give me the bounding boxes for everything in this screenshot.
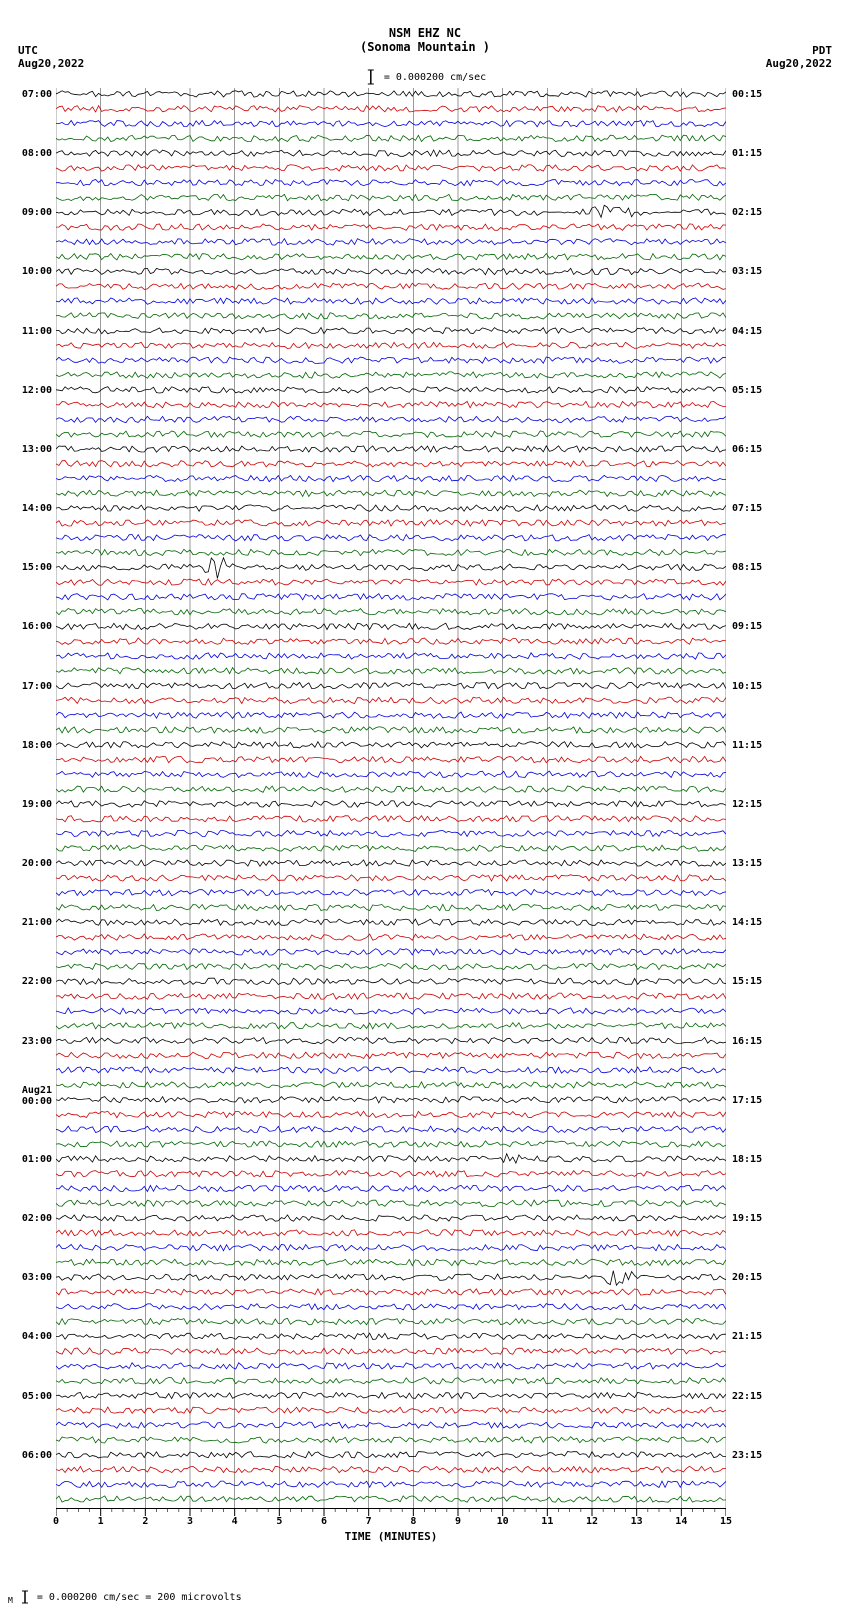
x-tick-label: 4 [232,1516,238,1527]
x-tick-label: 12 [586,1516,598,1527]
x-tick-label: 2 [142,1516,148,1527]
utc-time-label: 18:00 [22,740,52,751]
pdt-time-label: 17:15 [732,1095,762,1106]
utc-time-label: 05:00 [22,1391,52,1402]
pdt-time-label: 20:15 [732,1272,762,1283]
station-name: (Sonoma Mountain ) [8,40,842,54]
utc-time-label: 17:00 [22,681,52,692]
tz-left-label: UTC [18,44,38,57]
utc-time-label: 01:00 [22,1154,52,1165]
utc-time-label: 06:00 [22,1450,52,1461]
x-axis-ticks [56,1508,726,1524]
pdt-time-label: 16:15 [732,1036,762,1047]
pdt-time-label: 12:15 [732,799,762,810]
utc-time-label: 23:00 [22,1036,52,1047]
x-tick-label: 11 [541,1516,553,1527]
pdt-time-label: 05:15 [732,385,762,396]
utc-time-label: 14:00 [22,503,52,514]
pdt-time-label: 14:15 [732,917,762,928]
x-tick-label: 10 [497,1516,509,1527]
title-block: NSM EHZ NC (Sonoma Mountain ) [8,26,842,54]
scale-legend: = 0.000200 cm/sec [364,68,486,86]
footer-scale: M = 0.000200 cm/sec = 200 microvolts [8,1589,242,1605]
seismogram-container: NSM EHZ NC (Sonoma Mountain ) UTC Aug20,… [8,8,842,1605]
pdt-time-label: 10:15 [732,681,762,692]
station-code: NSM EHZ NC [8,26,842,40]
utc-time-label: 11:00 [22,326,52,337]
utc-time-label: 08:00 [22,148,52,159]
pdt-time-label: 08:15 [732,562,762,573]
scale-legend-text: = 0.000200 cm/sec [384,72,486,83]
x-tick-label: 5 [276,1516,282,1527]
x-tick-label: 7 [366,1516,372,1527]
pdt-time-label: 03:15 [732,266,762,277]
pdt-time-label: 09:15 [732,621,762,632]
pdt-time-label: 15:15 [732,976,762,987]
pdt-time-label: 06:15 [732,444,762,455]
seismogram-svg [56,88,726,1508]
utc-time-label: 22:00 [22,976,52,987]
seismogram-plot [56,88,726,1508]
x-tick-label: 6 [321,1516,327,1527]
pdt-time-label: 01:15 [732,148,762,159]
x-axis: 0123456789101112131415 TIME (MINUTES) [56,1508,726,1543]
footer-text: = 0.000200 cm/sec = 200 microvolts [37,1592,242,1603]
utc-time-label: 09:00 [22,207,52,218]
pdt-time-label: 07:15 [732,503,762,514]
x-tick-label: 9 [455,1516,461,1527]
x-tick-label: 15 [720,1516,732,1527]
x-tick-label: 3 [187,1516,193,1527]
date-left-label: Aug20,2022 [18,57,84,70]
utc-time-label: 07:00 [22,89,52,100]
utc-time-label: 13:00 [22,444,52,455]
x-tick-label: 8 [410,1516,416,1527]
utc-time-label: 04:00 [22,1331,52,1342]
utc-time-label: 19:00 [22,799,52,810]
pdt-time-label: 19:15 [732,1213,762,1224]
utc-time-label: 03:00 [22,1272,52,1283]
pdt-time-label: 04:15 [732,326,762,337]
pdt-time-label: 21:15 [732,1331,762,1342]
x-axis-title: TIME (MINUTES) [345,1530,438,1543]
right-time-axis: 00:15 01:15 02:15 03:15 04:15 05:15 06:15 07:15… [730,88,774,1508]
x-tick-label: 1 [98,1516,104,1527]
utc-time-label: 02:00 [22,1213,52,1224]
utc-time-label: 12:00 [22,385,52,396]
date-right-label: Aug20,2022 [766,57,832,70]
x-tick-label: 0 [53,1516,59,1527]
utc-time-label: 21:00 [22,917,52,928]
pdt-time-label: 13:15 [732,858,762,869]
pdt-time-label: 00:15 [732,89,762,100]
utc-time-label: 10:00 [22,266,52,277]
pdt-time-label: 02:15 [732,207,762,218]
pdt-time-label: 23:15 [732,1450,762,1461]
x-tick-label: 13 [631,1516,643,1527]
x-tick-label: 14 [675,1516,687,1527]
utc-time-label: 15:00 [22,562,52,573]
left-time-axis: 07:00 08:00 09:00 10:00 11:00 12:00 13:00 14:00… [10,88,54,1508]
utc-time-label: 16:00 [22,621,52,632]
utc-time-label: Aug2100:00 [22,1085,52,1107]
pdt-time-label: 18:15 [732,1154,762,1165]
pdt-time-label: 22:15 [732,1391,762,1402]
pdt-time-label: 11:15 [732,740,762,751]
tz-right-label: PDT [812,44,832,57]
utc-time-label: 20:00 [22,858,52,869]
